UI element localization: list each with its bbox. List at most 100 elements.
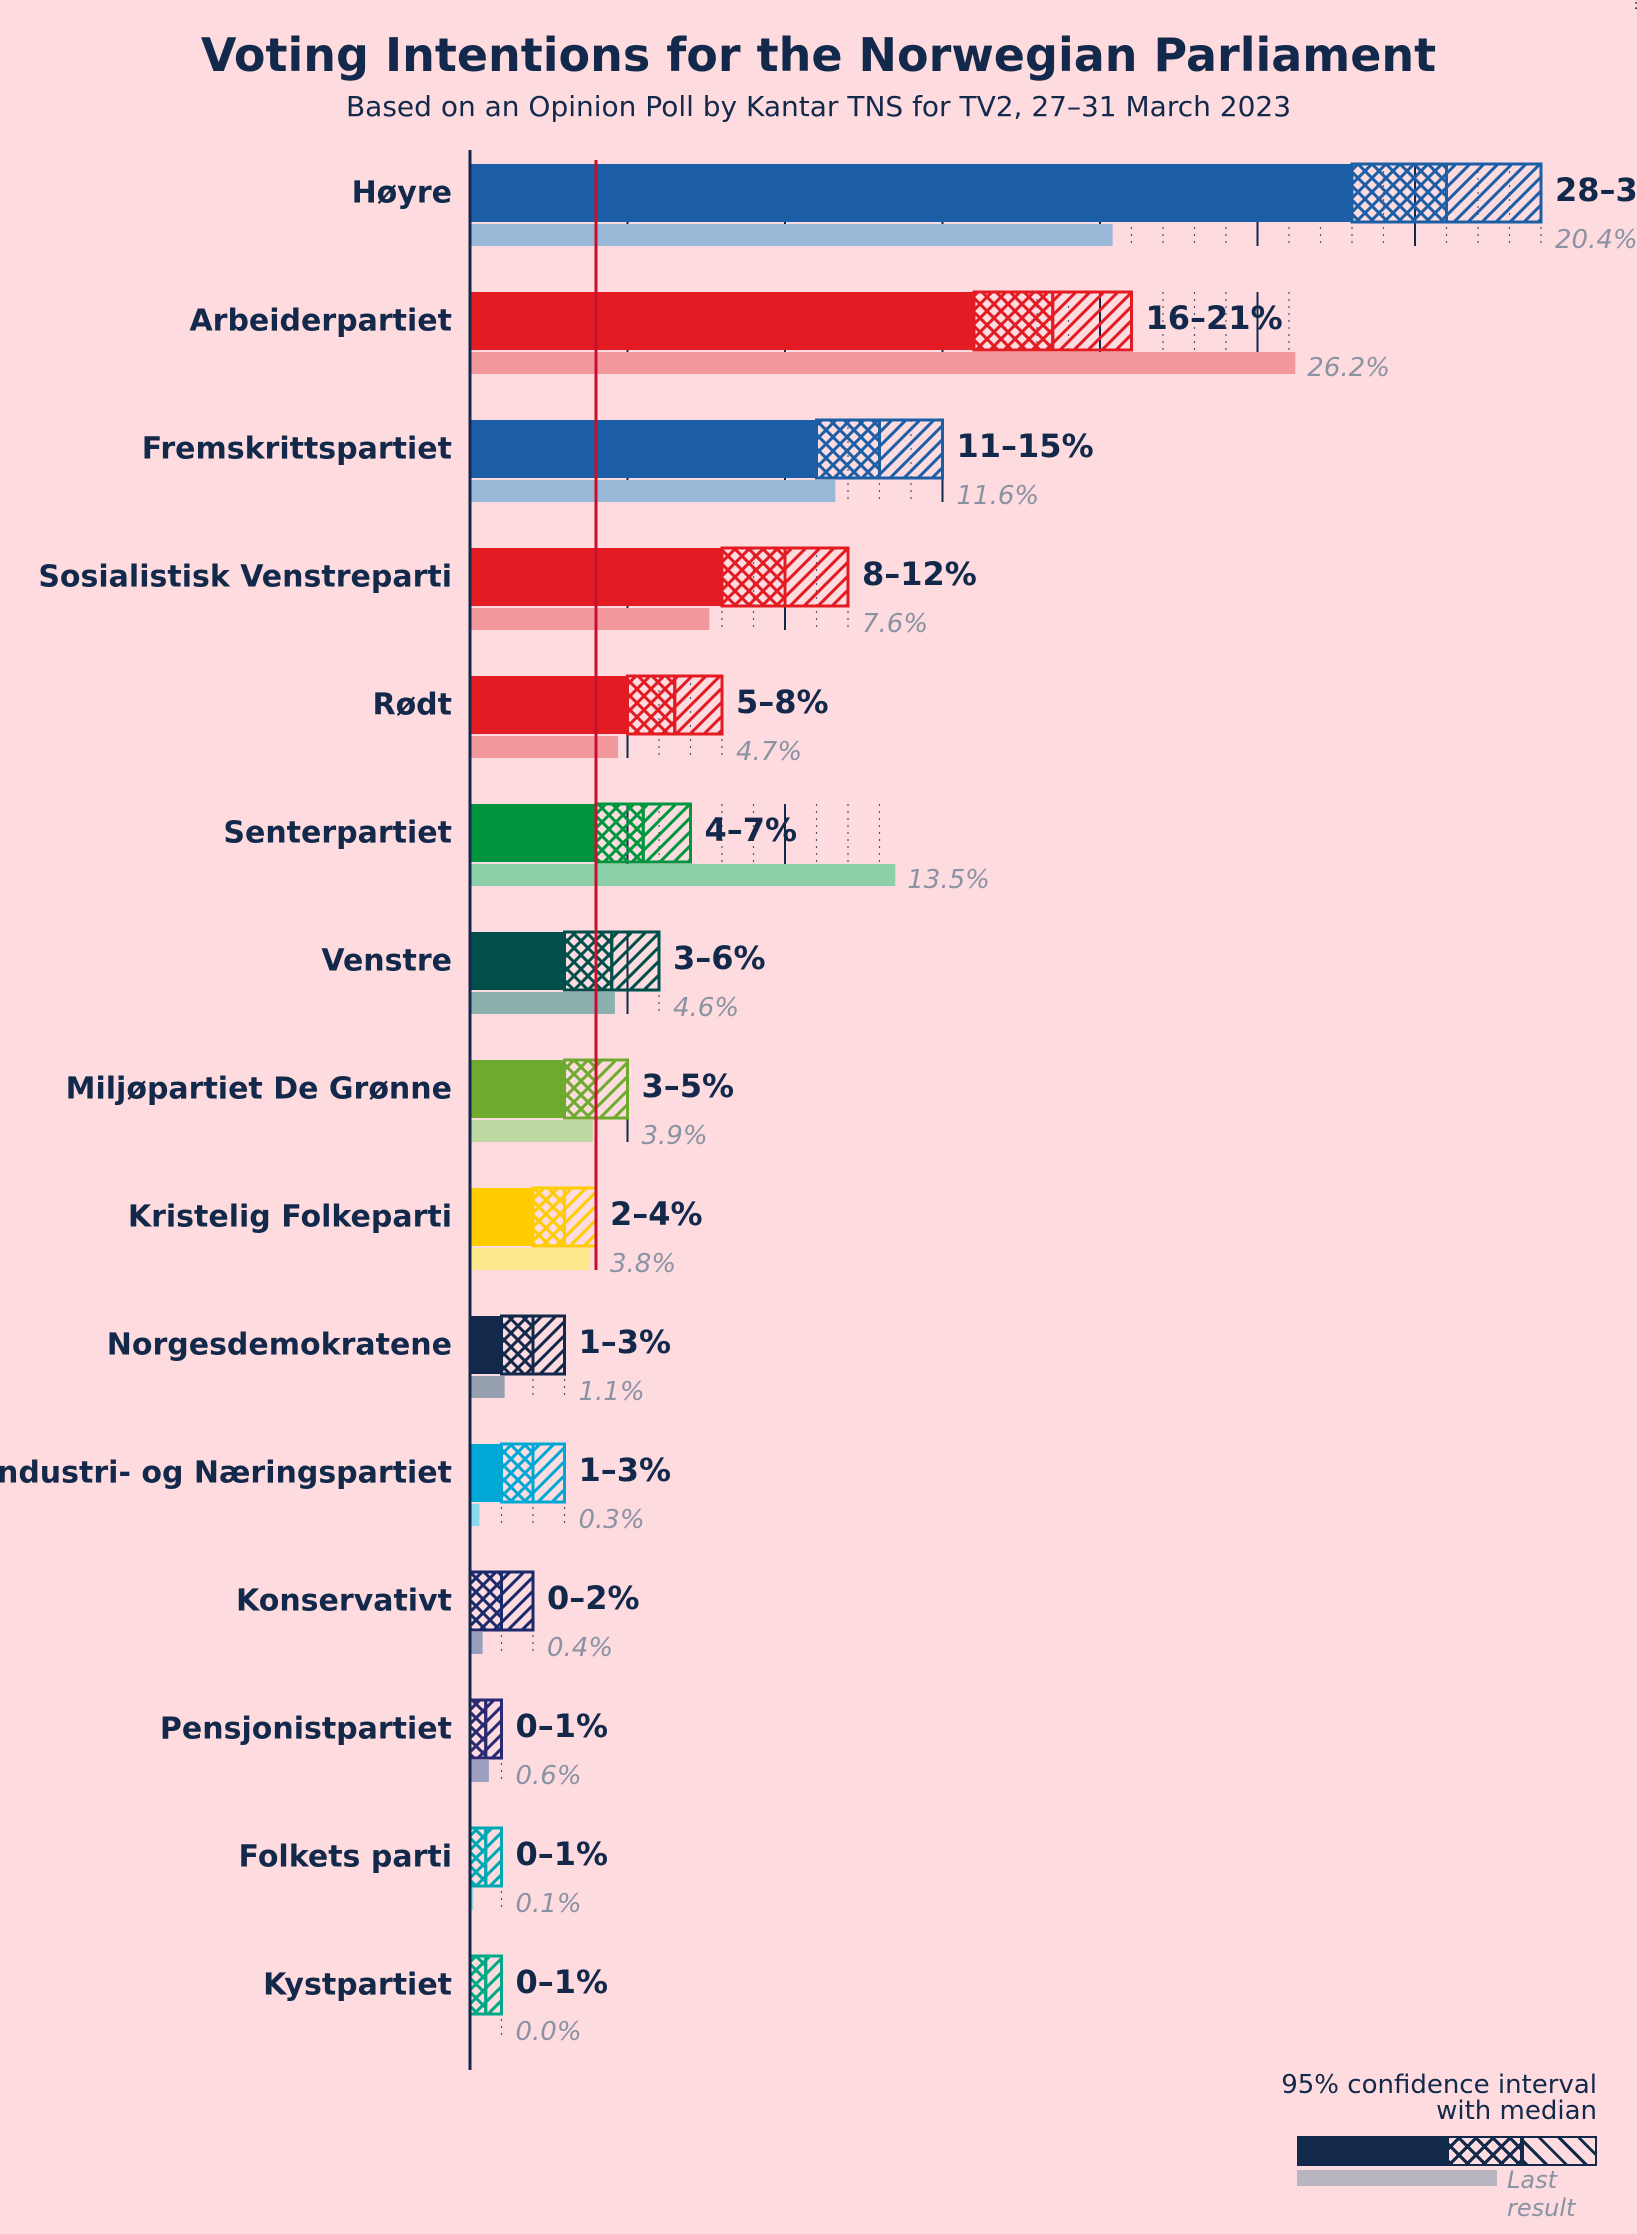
bar-crosshatch <box>470 1828 486 1886</box>
party-name: Høyre <box>352 175 452 210</box>
bar-diagonal <box>565 1188 597 1246</box>
last-result-label: 11.6% <box>957 481 1040 511</box>
bar-solid <box>470 1444 502 1502</box>
last-result-label: 0.1% <box>516 1889 582 1919</box>
bar-last-result <box>470 224 1113 246</box>
last-result-label: 4.6% <box>673 993 739 1023</box>
last-result-label: 1.1% <box>579 1377 645 1407</box>
party-name: Kystpartiet <box>263 1967 452 2002</box>
bar-solid <box>470 292 974 350</box>
bar-diagonal <box>612 932 659 990</box>
chart-title: Voting Intentions for the Norwegian Parl… <box>0 28 1637 82</box>
last-result-label: 0.4% <box>547 1633 613 1663</box>
bar-last-result <box>470 608 709 630</box>
chart-subtitle: Based on an Opinion Poll by Kantar TNS f… <box>0 90 1637 123</box>
legend-swatch-last-result <box>1297 2170 1497 2186</box>
range-label: 1–3% <box>579 1323 672 1361</box>
last-result-label: 26.2% <box>1307 353 1390 383</box>
last-result-label: 20.4% <box>1555 225 1637 255</box>
bar-last-result <box>470 1760 489 1782</box>
bar-crosshatch <box>1352 164 1447 222</box>
bar-crosshatch <box>974 292 1053 350</box>
range-label: 3–5% <box>642 1067 735 1105</box>
bar-crosshatch <box>470 1572 502 1630</box>
bar-diagonal <box>596 1060 628 1118</box>
range-label: 8–12% <box>862 555 977 593</box>
range-label: 0–2% <box>547 1579 640 1617</box>
range-label: 2–4% <box>610 1195 703 1233</box>
bar-last-result <box>470 864 895 886</box>
party-name: Norgesdemokratene <box>107 1327 452 1362</box>
party-name: Senterpartiet <box>223 815 452 850</box>
bar-last-result <box>470 480 835 502</box>
range-label: 5–8% <box>736 683 829 721</box>
last-result-label: 3.9% <box>642 1121 708 1151</box>
range-label: 16–21% <box>1146 299 1283 337</box>
party-name: Sosialistisk Venstreparti <box>38 559 452 594</box>
bar-diagonal <box>643 804 690 862</box>
bar-last-result <box>470 1120 593 1142</box>
legend-line2: with median <box>1197 2096 1597 2126</box>
legend-swatch-diagonal <box>1522 2136 1597 2166</box>
bar-crosshatch <box>722 548 785 606</box>
party-name: Rødt <box>372 687 452 722</box>
range-label: 28–34% <box>1555 171 1637 209</box>
legend-swatch-crosshatch <box>1447 2136 1522 2166</box>
bar-last-result <box>470 1248 590 1270</box>
range-label: 0–1% <box>516 1963 609 2001</box>
bar-solid <box>470 1060 565 1118</box>
bar-crosshatch <box>533 1188 565 1246</box>
bar-diagonal <box>785 548 848 606</box>
last-result-label: 0.0% <box>516 2017 582 2047</box>
bar-diagonal <box>486 1828 502 1886</box>
party-name: Konservativt <box>236 1583 452 1618</box>
last-result-label: 13.5% <box>907 865 990 895</box>
bar-crosshatch <box>628 676 675 734</box>
bar-diagonal <box>533 1444 565 1502</box>
legend-last-result-label: Last result <box>1507 2166 1597 2222</box>
bar-diagonal <box>486 1956 502 2014</box>
party-name: Industri- og Næringspartiet <box>0 1455 452 1490</box>
range-label: 4–7% <box>705 811 798 849</box>
party-name: Pensjonistpartiet <box>160 1711 452 1746</box>
bar-solid <box>470 1316 502 1374</box>
bar-crosshatch <box>470 1700 486 1758</box>
range-label: 0–1% <box>516 1707 609 1745</box>
bar-crosshatch <box>596 804 643 862</box>
bar-diagonal <box>502 1572 534 1630</box>
party-name: Folkets parti <box>239 1839 452 1874</box>
bar-crosshatch <box>565 1060 597 1118</box>
range-label: 0–1% <box>516 1835 609 1873</box>
bar-solid <box>470 804 596 862</box>
last-result-label: 0.6% <box>516 1761 582 1791</box>
legend-swatch-solid <box>1297 2136 1447 2166</box>
bar-crosshatch <box>502 1316 534 1374</box>
bar-last-result <box>470 1376 505 1398</box>
bar-diagonal <box>533 1316 565 1374</box>
poll-chart: Høyre 28–34% 20.4% Arbeiderpartiet 16–21% 26.… <box>0 150 1637 2100</box>
bar-solid <box>470 932 565 990</box>
party-name: Kristelig Folkeparti <box>128 1199 452 1234</box>
bar-diagonal <box>1053 292 1132 350</box>
bar-last-result <box>470 352 1295 374</box>
bar-crosshatch <box>565 932 612 990</box>
party-name: Venstre <box>321 943 452 978</box>
bar-diagonal <box>675 676 722 734</box>
party-name: Miljøpartiet De Grønne <box>66 1071 452 1106</box>
bar-solid <box>470 1188 533 1246</box>
range-label: 3–6% <box>673 939 766 977</box>
bar-crosshatch <box>817 420 880 478</box>
last-result-label: 3.8% <box>610 1249 676 1279</box>
range-label: 1–3% <box>579 1451 672 1489</box>
last-result-label: 4.7% <box>736 737 802 767</box>
party-name: Arbeiderpartiet <box>189 303 452 338</box>
bar-diagonal <box>486 1700 502 1758</box>
range-label: 11–15% <box>957 427 1094 465</box>
bar-last-result <box>470 992 615 1014</box>
copyright-credit: © 2023 Filip van Laenen <box>1631 0 1637 10</box>
bar-crosshatch <box>502 1444 534 1502</box>
last-result-label: 0.3% <box>579 1505 645 1535</box>
bar-diagonal <box>1447 164 1542 222</box>
bar-solid <box>470 420 817 478</box>
last-result-label: 7.6% <box>862 609 928 639</box>
